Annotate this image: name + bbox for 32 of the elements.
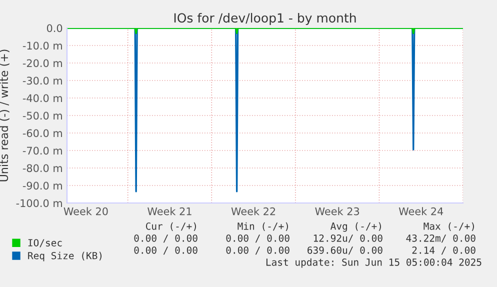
text: Cur (-/+) <box>146 222 196 231</box>
text: Avg (-/+) <box>330 222 381 232</box>
y-tick-label: -40.0 m <box>22 94 62 102</box>
text: 43.22m/ 0.00 <box>406 234 476 243</box>
text: 639.60u/ 0.00 <box>308 246 382 255</box>
text: Max (-/+) <box>424 222 474 231</box>
y-tick-label: -60.0 m <box>22 129 62 138</box>
legend-label: Req Size (KB) <box>28 252 102 262</box>
y-tick-label: -20.0 m <box>22 59 62 68</box>
text: Last update: Sun Jun 15 05:00:04 2025 <box>266 258 482 268</box>
text: 12.92u/ 0.00 <box>314 234 382 243</box>
text: 0.00 / 0.00 <box>134 246 198 255</box>
chart-title: IOs for /dev/loop1 - by month <box>174 12 356 26</box>
y-tick-label: -90.0 m <box>22 182 62 190</box>
y-tick-label: 0.0 <box>46 24 62 32</box>
text: 0.00 / 0.00 <box>226 246 290 255</box>
y-tick-label: -50.0 m <box>22 112 62 120</box>
text: 0.00 / 0.00 <box>226 234 290 243</box>
x-tick-label: Week 24 <box>398 207 444 216</box>
y-tick-label: -10.0 m <box>22 42 62 50</box>
y-tick-label: -30.0 m <box>22 76 62 85</box>
x-tick-label: Week 23 <box>315 207 360 216</box>
x-tick-label: Week 20 <box>64 207 108 216</box>
legend-label: IO/sec <box>28 239 62 248</box>
x-tick-label: Week 21 <box>148 207 192 216</box>
text: 0.00 / 0.00 <box>134 234 198 243</box>
x-tick-label: Week 22 <box>231 207 276 216</box>
y-tick-label: -100.0 m <box>16 199 62 208</box>
y-tick-label: -80.0 m <box>22 164 62 172</box>
y-tick-label: -70.0 m <box>22 146 62 155</box>
text: 2.14 / 0.00 <box>412 246 476 255</box>
text: Min (-/+) <box>238 222 288 231</box>
